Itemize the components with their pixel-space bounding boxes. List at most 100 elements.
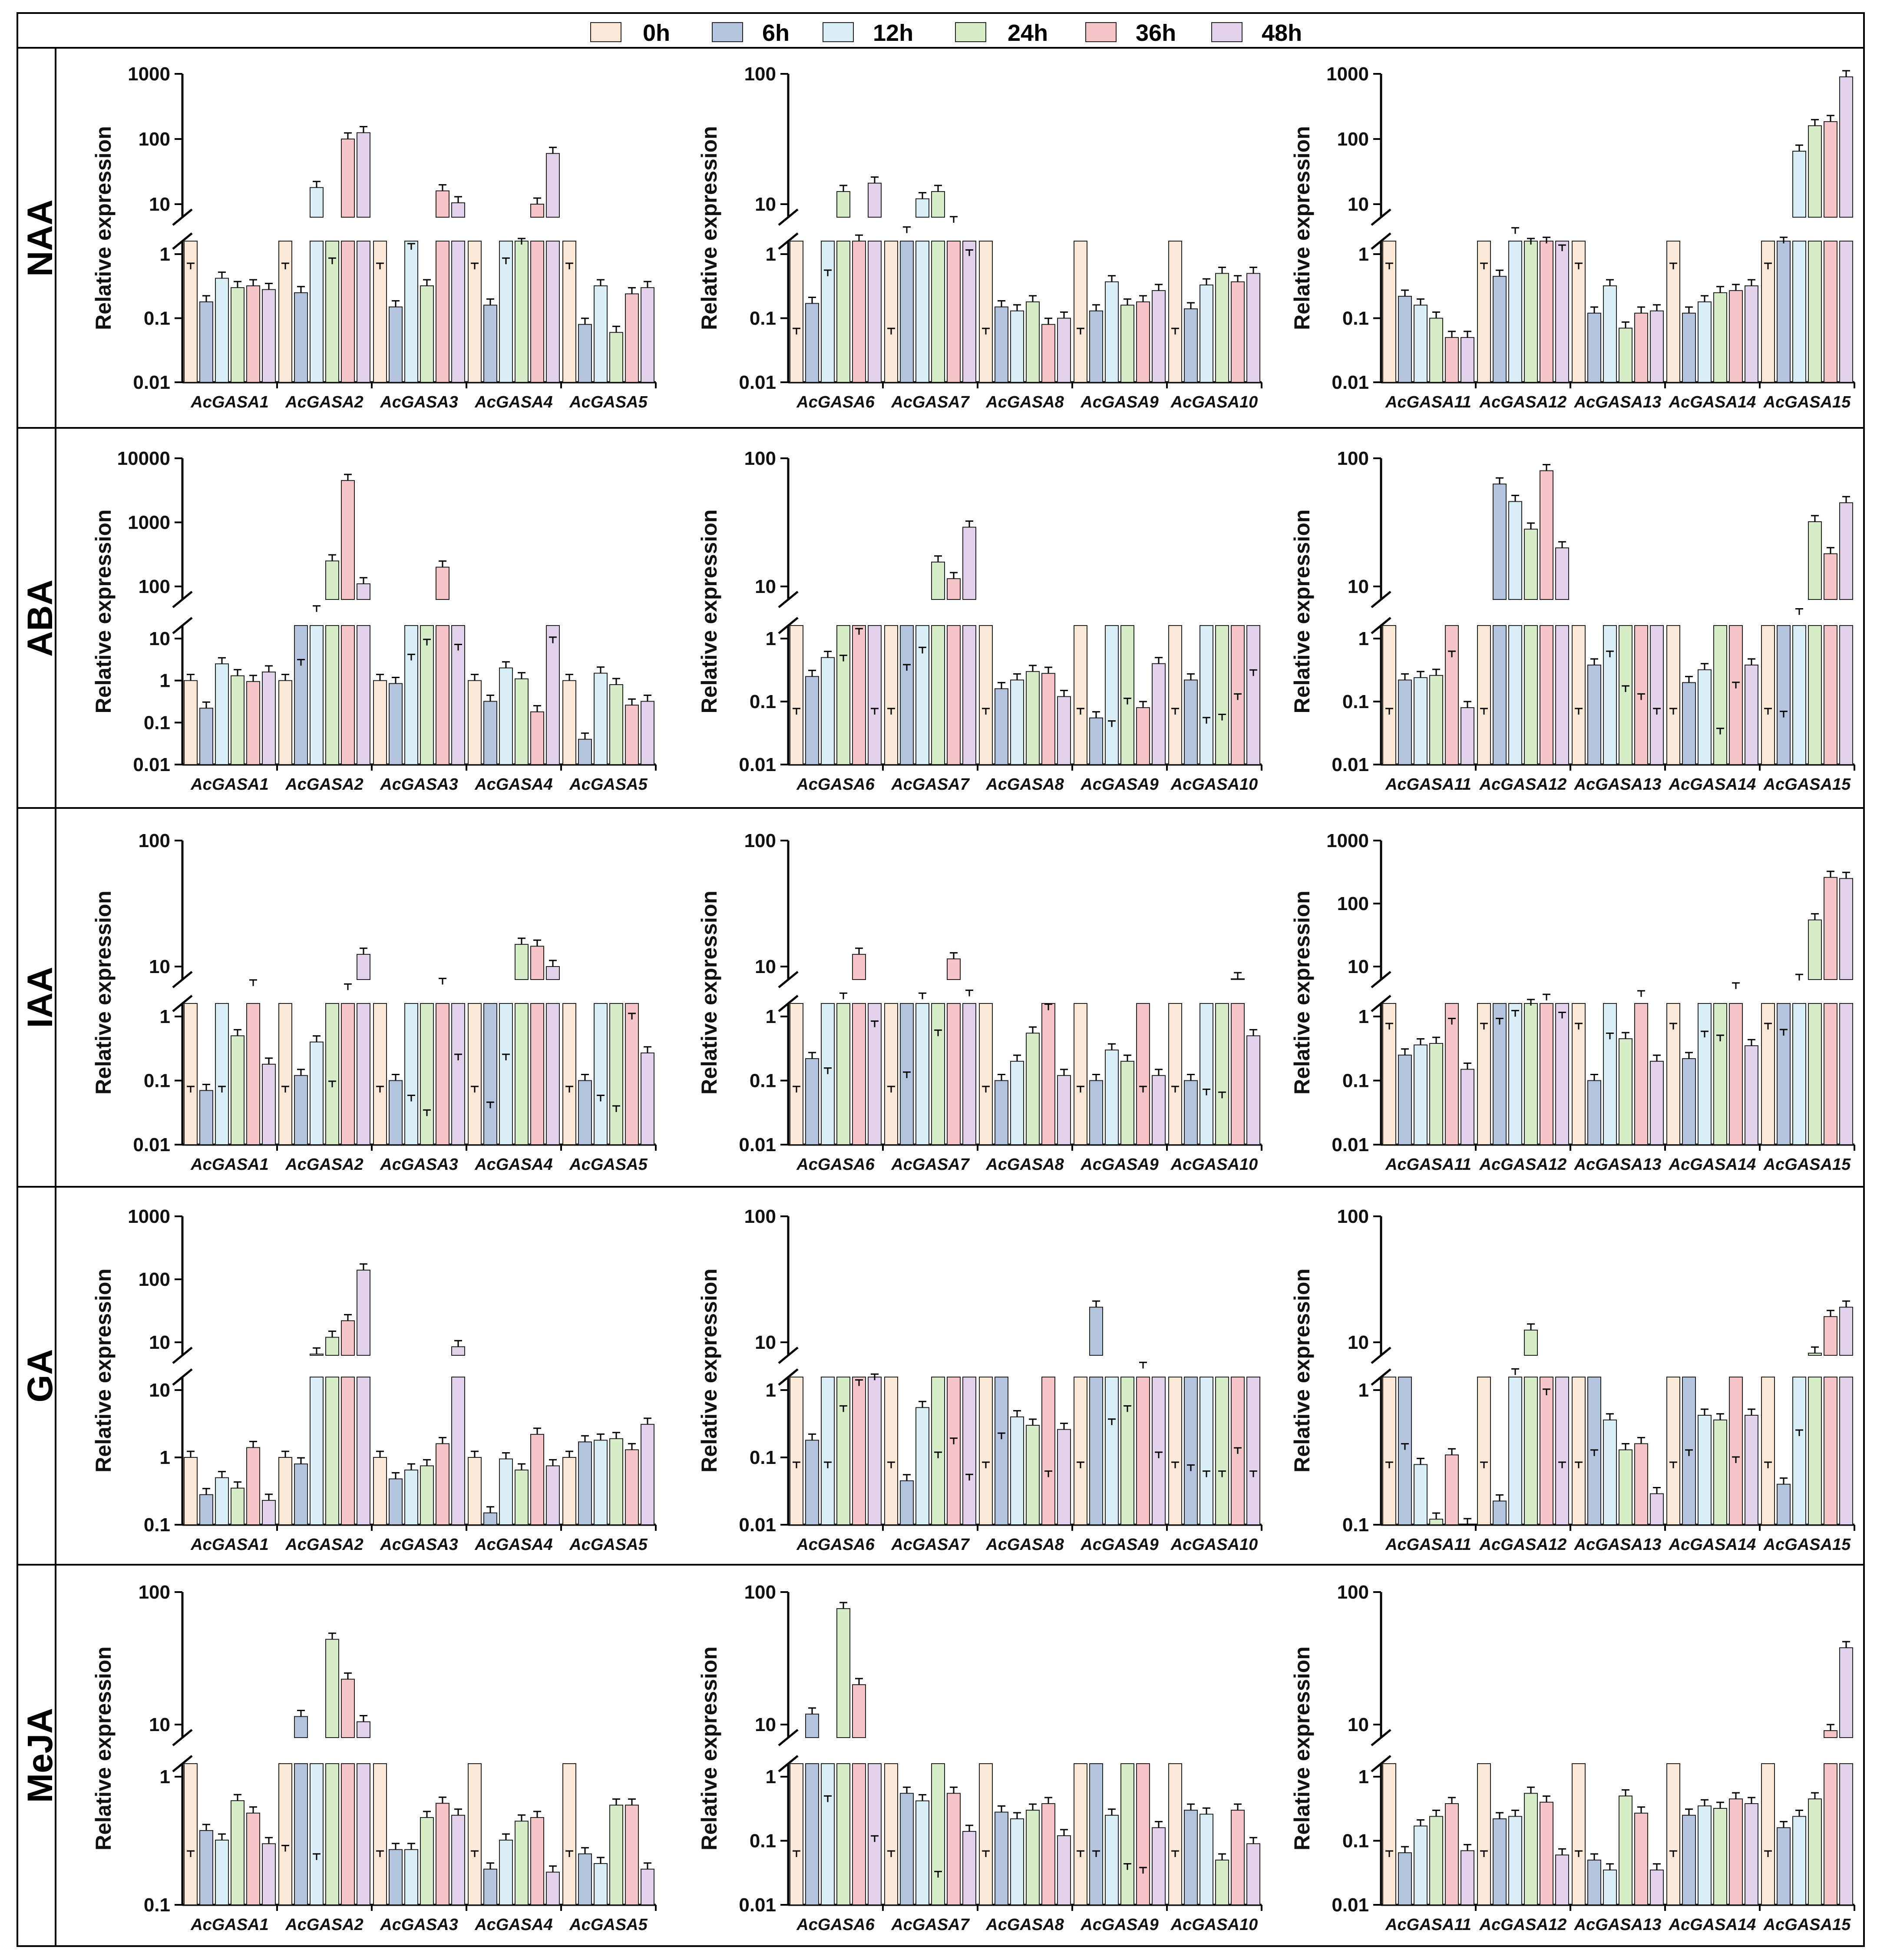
bar-acgasa15-12h-lower xyxy=(1792,625,1806,765)
bar-acgasa7-12h xyxy=(915,198,929,218)
bar-acgasa13-6h xyxy=(1587,1859,1601,1905)
bar-acgasa13-36h xyxy=(1634,312,1648,383)
x-tick-label: AcGASA8 xyxy=(985,393,1064,411)
y-axis-label: Relative expression xyxy=(697,1646,721,1851)
bar-acgasa7-36h-lower xyxy=(947,241,961,383)
x-tick-label: AcGASA2 xyxy=(285,1916,364,1934)
bar-acgasa11-24h xyxy=(1429,1519,1443,1525)
bar-acgasa7-6h xyxy=(900,1480,914,1525)
y-tick-label: 10 xyxy=(755,194,776,215)
panel-meja-2: 0.01 0.1 1 10 100 Relative expression AcGASA6 A… xyxy=(697,1582,1262,1934)
y-tick-label: 10 xyxy=(755,1714,776,1735)
bar-acgasa12-36h-lower xyxy=(1540,1003,1553,1145)
x-tick-label: AcGASA4 xyxy=(474,1155,553,1174)
y-tick-label: 0.01 xyxy=(133,754,170,775)
row-title-meja: MeJA xyxy=(20,1708,60,1803)
bar-acgasa13-0h-lower xyxy=(1572,625,1586,765)
bar-acgasa14-24h-lower xyxy=(1713,625,1727,765)
bar-acgasa7-6h-lower xyxy=(900,625,914,765)
bar-acgasa6-6h-lower xyxy=(805,1763,819,1905)
bar-acgasa2-24h xyxy=(325,1337,339,1356)
y-tick-label: 1 xyxy=(1358,1380,1369,1401)
bar-acgasa14-0h-lower xyxy=(1666,1377,1680,1525)
bar-acgasa6-12h xyxy=(821,657,835,765)
bar-acgasa15-36h-lower xyxy=(1824,1377,1837,1525)
axis-break-mark xyxy=(778,1368,799,1386)
x-tick-label: AcGASA4 xyxy=(474,1536,553,1554)
x-tick-label: AcGASA14 xyxy=(1669,1536,1756,1554)
x-tick-label: AcGASA7 xyxy=(891,1155,970,1174)
bar-acgasa15-24h-lower xyxy=(1808,625,1822,765)
bar-acgasa1-12h xyxy=(215,1839,229,1906)
bar-acgasa11-48h xyxy=(1461,1850,1474,1906)
x-tick-label: AcGASA11 xyxy=(1385,1916,1471,1934)
y-tick-label: 1000 xyxy=(128,1206,170,1227)
axis-break-mark xyxy=(172,232,193,250)
bar-acgasa4-36h xyxy=(530,711,544,765)
bar-acgasa9-6h xyxy=(1089,1080,1103,1145)
bar-acgasa9-0h-lower xyxy=(1074,1763,1087,1905)
bar-acgasa1-6h xyxy=(199,708,213,765)
bar-acgasa12-6h xyxy=(1493,276,1507,383)
bar-acgasa3-24h-lower xyxy=(420,1003,434,1145)
axis-break-mark xyxy=(1371,1729,1391,1746)
y-tick-label: 1 xyxy=(766,1380,776,1401)
bar-acgasa1-36h xyxy=(246,681,260,765)
bar-acgasa5-6h xyxy=(578,738,592,765)
bar-acgasa2-0h-lower xyxy=(278,1763,292,1905)
bar-acgasa13-48h xyxy=(1650,1869,1664,1906)
bar-acgasa15-0h-lower xyxy=(1761,241,1775,383)
bar-acgasa7-24h xyxy=(931,561,945,600)
bar-acgasa11-48h xyxy=(1461,707,1474,765)
bar-acgasa15-24h-lower xyxy=(1808,241,1822,383)
y-axis-label: Relative expression xyxy=(91,126,116,330)
legend-label-0h: 0h xyxy=(643,20,670,46)
bar-acgasa7-48h xyxy=(962,1831,976,1906)
bar-acgasa14-0h-lower xyxy=(1666,625,1680,765)
y-tick-label: 1 xyxy=(160,1766,170,1788)
bar-acgasa2-36h-lower xyxy=(341,241,355,383)
bar-acgasa8-36h xyxy=(1041,673,1055,765)
bar-acgasa12-36h-lower xyxy=(1540,241,1553,383)
bar-acgasa7-0h-lower xyxy=(884,241,898,383)
x-tick-label: AcGASA12 xyxy=(1479,1536,1567,1554)
bar-acgasa11-36h xyxy=(1445,1803,1459,1906)
bar-acgasa6-24h-lower xyxy=(836,1003,850,1145)
y-tick-label: 1000 xyxy=(1326,63,1369,85)
bar-acgasa12-24h xyxy=(1524,1793,1538,1905)
bar-acgasa15-12h-lower xyxy=(1792,1003,1806,1145)
panel-iaa-1: 0.01 0.1 1 10 100 Relative expression AcGASA1 A… xyxy=(91,830,657,1174)
bar-acgasa7-24h-lower xyxy=(931,241,945,383)
bar-acgasa14-24h xyxy=(1713,1419,1727,1526)
y-tick-label: 0.1 xyxy=(144,712,170,733)
y-axis-label: Relative expression xyxy=(91,1646,116,1851)
bar-acgasa11-36h-lower xyxy=(1445,625,1459,765)
x-tick-label: AcGASA11 xyxy=(1385,1155,1471,1174)
bar-acgasa10-24h-lower xyxy=(1215,1377,1229,1525)
bar-acgasa14-36h xyxy=(1729,290,1743,383)
y-axis-label: Relative expression xyxy=(697,510,721,714)
bar-acgasa8-0h-lower xyxy=(979,1003,993,1145)
x-tick-label: AcGASA6 xyxy=(796,393,875,411)
bar-acgasa13-24h xyxy=(1619,328,1632,383)
bar-acgasa6-12h-lower xyxy=(821,241,835,383)
bar-acgasa10-48h xyxy=(1246,1035,1260,1145)
bar-acgasa6-48h-lower xyxy=(868,241,882,383)
y-axis-label: Relative expression xyxy=(1290,1646,1314,1851)
bar-acgasa11-24h xyxy=(1429,318,1443,383)
bar-acgasa14-6h xyxy=(1682,1058,1696,1146)
bar-acgasa4-0h-lower xyxy=(468,241,482,383)
y-axis-label: Relative expression xyxy=(91,510,116,714)
bar-acgasa13-24h-lower xyxy=(1619,625,1632,765)
bar-acgasa3-6h xyxy=(389,683,403,765)
axis-break-mark xyxy=(1371,1347,1391,1364)
bar-acgasa7-36h-lower xyxy=(947,1003,961,1145)
bar-acgasa3-6h xyxy=(389,1080,403,1145)
bar-acgasa15-0h-lower xyxy=(1761,1377,1775,1525)
y-tick-label: 10 xyxy=(149,1714,170,1735)
bar-acgasa3-48h-lower xyxy=(451,1377,465,1525)
y-tick-label: 100 xyxy=(1337,893,1369,914)
bar-acgasa4-6h xyxy=(483,1868,497,1905)
bar-acgasa13-48h xyxy=(1650,1061,1664,1146)
y-tick-label: 0.1 xyxy=(144,1070,170,1092)
